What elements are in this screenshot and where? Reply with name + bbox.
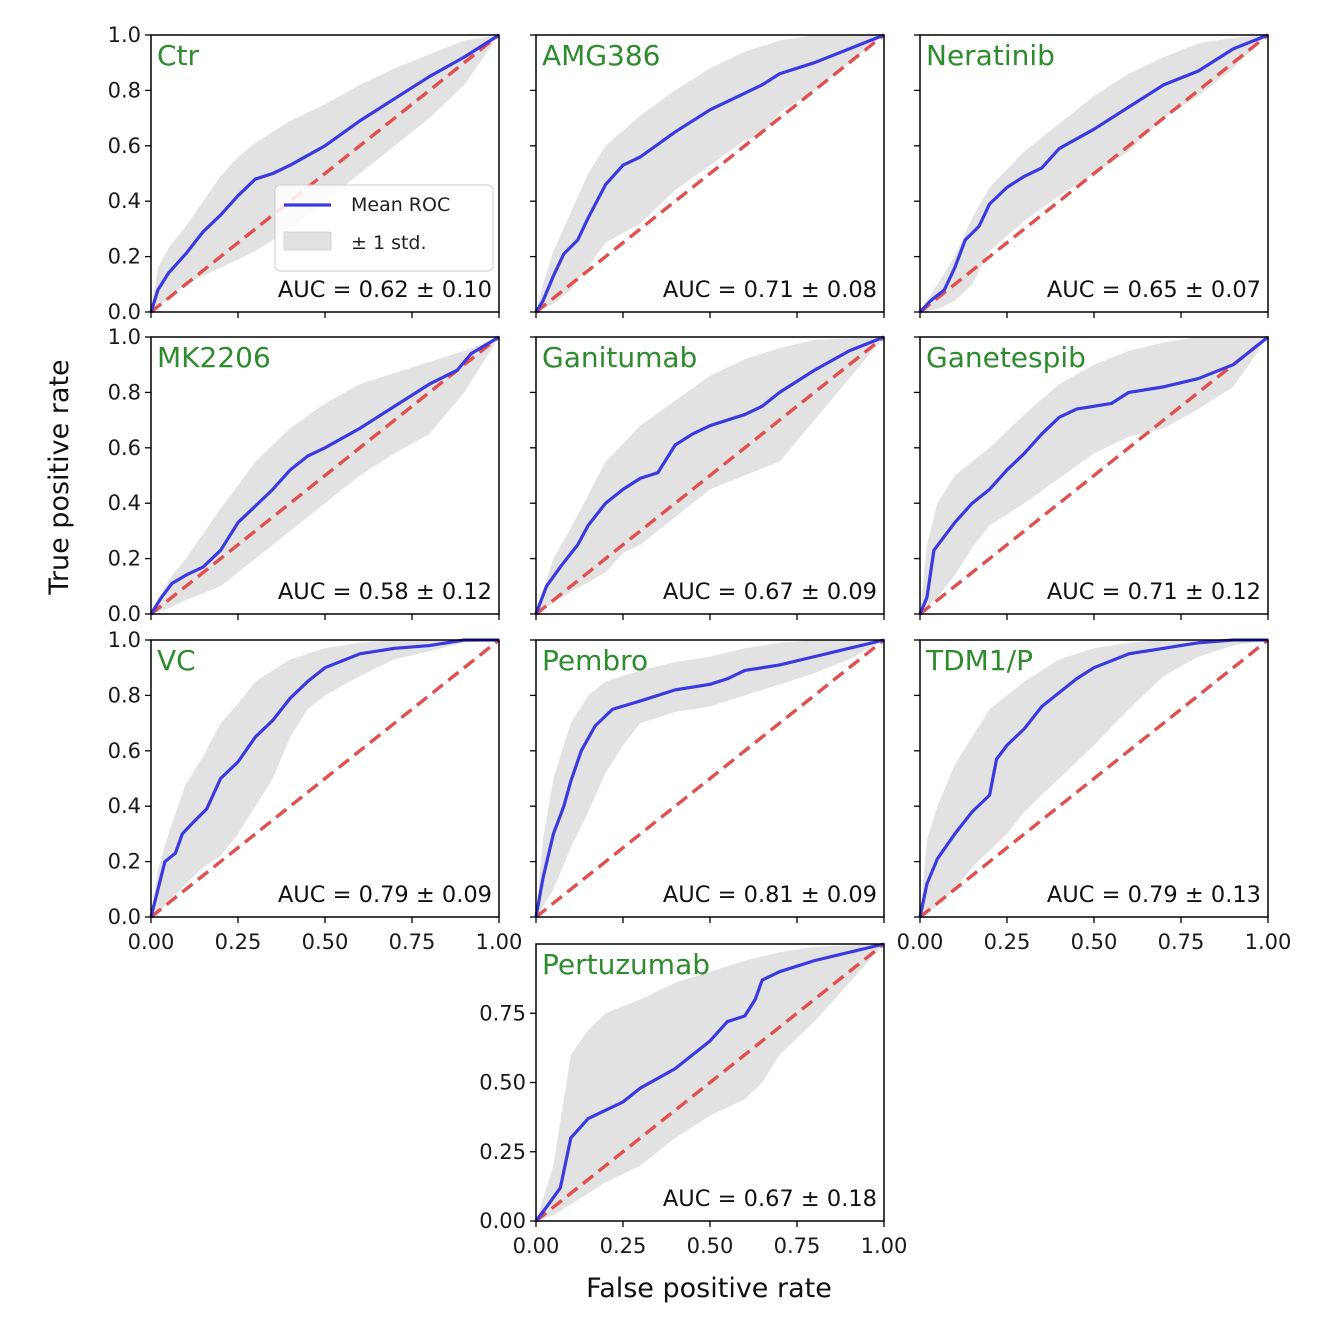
panel-vc: 0.00 0.25 0.50 0.75 1.00 0.0 0.2 0.4 0.6 0.8 1.0 VC… — [108, 628, 523, 954]
y-tick-label: 0.25 — [479, 1140, 526, 1164]
x-tick-label: 1.00 — [861, 1234, 908, 1258]
panel-title: VC — [157, 644, 196, 677]
mean-roc-line — [534, 638, 885, 918]
y-tick-label: 1.0 — [108, 325, 141, 349]
auc-annotation: AUC = 0.71 ± 0.12 — [1047, 579, 1261, 605]
legend-std-label: ± 1 std. — [351, 232, 427, 254]
x-tick-label: 0.00 — [513, 1234, 560, 1258]
auc-annotation: AUC = 0.62 ± 0.10 — [278, 277, 492, 303]
std-band — [920, 337, 1268, 614]
mean-roc-line — [918, 638, 1268, 918]
panel-tdm1-p: 0.00 0.25 0.50 0.75 1.00 TDM1/P AUC = 0.79 ± 0… — [897, 638, 1292, 954]
y-tick-label: 0.4 — [108, 189, 141, 213]
y-tick-label: 0.8 — [108, 683, 141, 707]
auc-annotation: AUC = 0.71 ± 0.08 — [663, 277, 877, 303]
x-tick-label: 0.75 — [1158, 930, 1205, 954]
y-tick-label: 0.2 — [108, 850, 141, 874]
panel-title: Pertuzumab — [542, 948, 710, 981]
chance-line — [149, 33, 501, 314]
y-tick-label: 0.0 — [108, 602, 141, 626]
auc-annotation: AUC = 0.81 ± 0.09 — [663, 882, 877, 908]
y-tick-label: 0.8 — [108, 78, 141, 102]
panels-layer: 0.0 0.2 0.4 0.6 0.8 1.0 Ctr AUC = 0.62 ± 0.10 Me… — [108, 23, 1292, 1258]
x-tick-label: 0.00 — [128, 930, 175, 954]
y-tick-label: 0.4 — [108, 491, 141, 515]
panel-pembro: Pembro AUC = 0.81 ± 0.09 — [530, 638, 886, 923]
panel-title: MK2206 — [157, 341, 271, 374]
x-tick-label: 0.50 — [687, 1234, 734, 1258]
panel-mk2206: 0.0 0.2 0.4 0.6 0.8 1.0 MK2206 AUC = 0.58 ± 0.1… — [108, 325, 501, 626]
y-tick-label: 1.0 — [108, 628, 141, 652]
auc-annotation: AUC = 0.65 ± 0.07 — [1047, 277, 1261, 303]
panel-neratinib: Neratinib AUC = 0.65 ± 0.07 — [914, 33, 1270, 318]
mean-roc-line — [149, 335, 500, 615]
mean-roc-line — [534, 33, 885, 313]
panel-title: Ganetespib — [926, 341, 1086, 374]
chance-line — [534, 335, 886, 616]
auc-annotation: AUC = 0.58 ± 0.12 — [278, 579, 492, 605]
chance-line — [149, 335, 501, 616]
panel-title: Pembro — [542, 644, 648, 677]
y-tick-label: 0.00 — [479, 1209, 526, 1233]
legend-mean-label: Mean ROC — [351, 194, 450, 216]
chance-line — [534, 942, 886, 1223]
std-band — [536, 640, 884, 917]
panel-title: Ctr — [157, 39, 200, 72]
y-tick-label: 0.6 — [108, 436, 141, 460]
panel-ctr: 0.0 0.2 0.4 0.6 0.8 1.0 Ctr AUC = 0.62 ± 0.10 Me… — [108, 23, 501, 324]
x-tick-label: 1.00 — [476, 930, 523, 954]
y-tick-label: 0.0 — [108, 905, 141, 929]
chance-line — [534, 33, 886, 314]
y-tick-label: 0.0 — [108, 300, 141, 324]
x-tick-label: 0.75 — [774, 1234, 821, 1258]
mean-roc-line — [149, 638, 499, 918]
y-tick-label: 1.0 — [108, 23, 141, 47]
x-tick-label: 0.50 — [302, 930, 349, 954]
std-band — [920, 640, 1268, 917]
x-tick-label: 0.25 — [215, 930, 262, 954]
chance-line — [918, 33, 1270, 314]
mean-roc-line — [918, 335, 1269, 615]
x-tick-label: 0.25 — [600, 1234, 647, 1258]
mean-roc-line — [918, 33, 1269, 314]
mean-roc-line — [149, 33, 500, 313]
y-tick-label: 0.4 — [108, 794, 141, 818]
y-tick-label: 0.8 — [108, 380, 141, 404]
y-tick-label: 0.2 — [108, 547, 141, 571]
y-axis-title: True positive rate — [44, 359, 75, 595]
panel-title: TDM1/P — [925, 644, 1033, 677]
y-tick-label: 0.75 — [479, 1001, 526, 1025]
chance-line — [534, 638, 886, 919]
chance-line — [918, 638, 1270, 919]
legend-band-swatch — [283, 231, 332, 251]
panel-pertuzumab: 0.00 0.25 0.50 0.75 1.00 0.00 0.25 0.50 0.75 Pert… — [479, 942, 908, 1258]
x-axis-title: False positive rate — [586, 1273, 832, 1304]
legend: Mean ROC ± 1 std. — [274, 184, 494, 272]
chance-line — [149, 638, 501, 919]
chance-line — [918, 335, 1270, 616]
std-band — [151, 640, 499, 917]
y-tick-label: 0.2 — [108, 245, 141, 269]
y-tick-label: 0.6 — [108, 134, 141, 158]
panel-title: Ganitumab — [542, 341, 697, 374]
auc-annotation: AUC = 0.67 ± 0.18 — [663, 1186, 877, 1212]
mean-roc-line — [534, 942, 885, 1222]
panel-title: AMG386 — [542, 39, 660, 72]
panel-title: Neratinib — [926, 39, 1055, 72]
x-tick-label: 0.50 — [1071, 930, 1118, 954]
panel-ganitumab: Ganitumab AUC = 0.67 ± 0.09 — [530, 335, 886, 620]
panel-amg386: AMG386 AUC = 0.71 ± 0.08 — [530, 33, 886, 318]
x-tick-label: 0.25 — [984, 930, 1031, 954]
y-tick-label: 0.50 — [479, 1071, 526, 1095]
x-tick-label: 0.75 — [389, 930, 436, 954]
auc-annotation: AUC = 0.79 ± 0.09 — [278, 882, 492, 908]
auc-annotation: AUC = 0.67 ± 0.09 — [663, 579, 877, 605]
y-tick-label: 0.6 — [108, 739, 141, 763]
mean-roc-line — [534, 335, 885, 615]
panel-ganetespib: Ganetespib AUC = 0.71 ± 0.12 — [914, 335, 1270, 620]
x-tick-label: 1.00 — [1245, 930, 1292, 954]
auc-annotation: AUC = 0.79 ± 0.13 — [1047, 882, 1261, 908]
x-tick-label: 0.00 — [897, 930, 944, 954]
